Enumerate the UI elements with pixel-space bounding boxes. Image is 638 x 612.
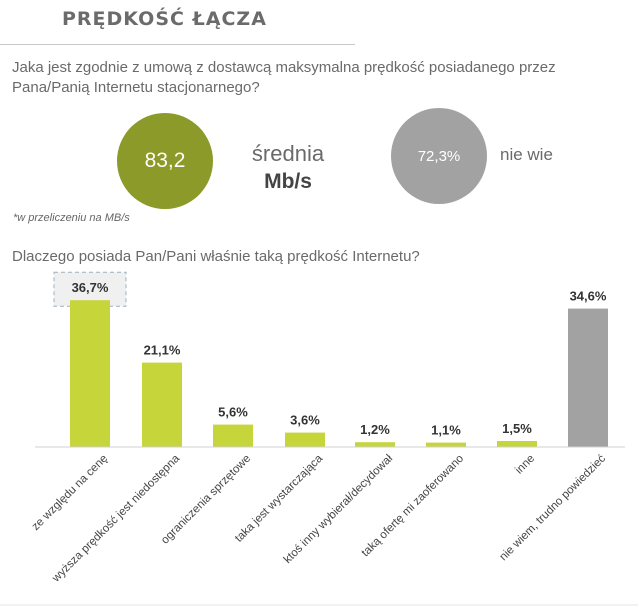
bar-5 — [355, 442, 395, 447]
footnote: *w przeliczeniu na MB/s — [13, 212, 130, 224]
category-label-7: inne — [513, 453, 537, 477]
bar-3 — [213, 424, 253, 447]
bar-7 — [497, 441, 537, 447]
bar-value-label-7: 1,5% — [502, 421, 532, 436]
category-label-2: wyższa prędkość jest niedostępna — [50, 452, 183, 585]
bar-value-label-1: 36,7% — [72, 280, 109, 295]
page-title: PRĘDKOŚĆ ŁĄCZA — [62, 8, 267, 30]
bar-2 — [142, 362, 182, 447]
bar-value-label-5: 1,2% — [360, 422, 390, 437]
dont-know-circle: 72,3% — [391, 108, 487, 204]
dont-know-value: 72,3% — [417, 147, 461, 165]
average-label: średnia — [251, 141, 325, 166]
bar-value-label-3: 5,6% — [218, 405, 248, 420]
question-max-speed: Jaka jest zgodnie z umową z dostawcą mak… — [12, 59, 556, 96]
bar-value-label-4: 3,6% — [290, 413, 320, 428]
bottom-divider — [0, 604, 638, 606]
bar-8 — [568, 308, 608, 447]
average-speed-value: 83,2 — [144, 149, 186, 172]
average-speed-circle: 83,2 — [117, 113, 213, 209]
average-unit: Mb/s — [264, 170, 312, 193]
bar-value-label-2: 21,1% — [144, 343, 181, 358]
bar-value-label-6: 1,1% — [431, 423, 461, 438]
reasons-bar-chart: 36,7% ze względu na cenę 21,1% wyższa prędk… — [30, 271, 625, 585]
question-why-speed: Dlaczego posiada Pan/Pani właśnie taką p… — [12, 248, 420, 265]
title-divider — [0, 44, 355, 45]
bar-6 — [426, 442, 466, 447]
dont-know-label: nie wie — [500, 145, 553, 164]
bar-1 — [70, 300, 110, 447]
bar-4 — [285, 432, 325, 447]
category-label-1: ze względu na cenę — [30, 453, 110, 533]
bar-value-label-8: 34,6% — [570, 289, 607, 304]
